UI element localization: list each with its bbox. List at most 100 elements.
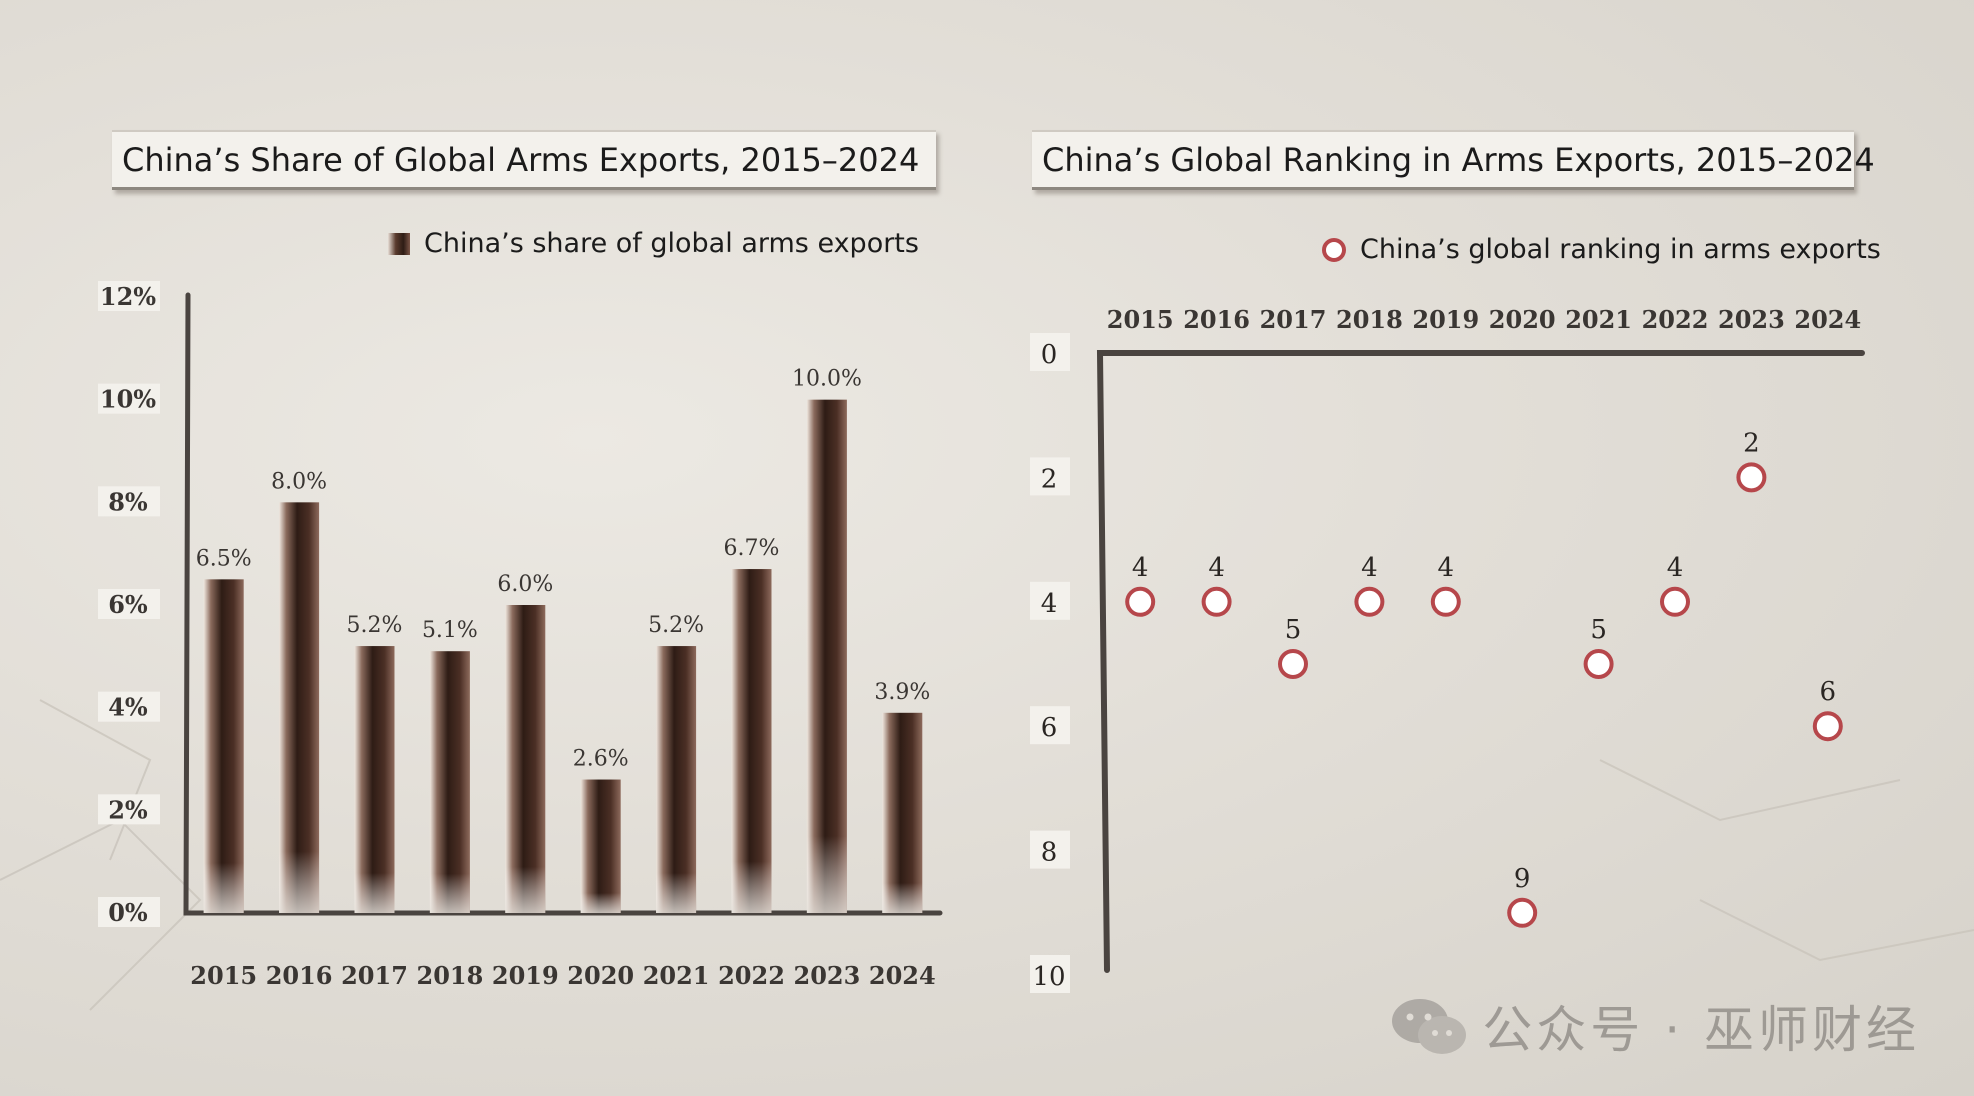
rank-value-label: 4 bbox=[1132, 553, 1149, 583]
rank-y-tick-box bbox=[1030, 457, 1070, 496]
rank-value-label: 4 bbox=[1438, 553, 1455, 583]
rank-y-tick-label: 0 bbox=[1041, 340, 1058, 370]
rank-value-label: 9 bbox=[1514, 864, 1531, 894]
bar-value-label: 6.5% bbox=[196, 546, 252, 571]
y-tick-label: 12% bbox=[100, 282, 156, 311]
rank-y-tick-label: 10 bbox=[1032, 962, 1065, 992]
bar-fade bbox=[505, 605, 546, 913]
rank-x-tick-label: 2019 bbox=[1412, 305, 1479, 334]
x-tick-label: 2019 bbox=[492, 961, 559, 990]
y-tick-label: 2% bbox=[108, 795, 148, 824]
x-tick-label: 2022 bbox=[718, 961, 785, 990]
rank-point bbox=[1354, 586, 1385, 617]
bar-fade bbox=[203, 579, 244, 913]
rank-value-label: 2 bbox=[1743, 428, 1760, 458]
rank-value-label: 6 bbox=[1820, 677, 1837, 707]
bar-value-label: 5.2% bbox=[347, 613, 403, 638]
y-tick-label: 4% bbox=[108, 693, 148, 722]
y-tick-box bbox=[98, 897, 160, 927]
x-tick-label: 2021 bbox=[643, 961, 710, 990]
bar-value-label: 8.0% bbox=[271, 469, 327, 494]
bar-value-label: 3.9% bbox=[874, 680, 930, 705]
y-tick-box bbox=[98, 383, 160, 414]
bar-fade bbox=[806, 399, 847, 914]
rank-value-label: 4 bbox=[1361, 553, 1378, 583]
bar-value-label: 6.7% bbox=[724, 536, 780, 561]
wechat-icon bbox=[1392, 999, 1467, 1054]
x-tick-label: 2024 bbox=[869, 961, 936, 990]
right-legend-label: China’s global ranking in arms exports bbox=[1360, 234, 1881, 265]
rank-x-tick-label: 2018 bbox=[1336, 305, 1403, 334]
bar-fade bbox=[731, 569, 772, 913]
left-chart-legend: China’s share of global arms exports bbox=[388, 228, 919, 259]
rank-y-tick-label: 2 bbox=[1041, 464, 1058, 494]
rank-y-tick-label: 4 bbox=[1041, 589, 1058, 619]
rank-point bbox=[1201, 586, 1232, 617]
rank-y-tick-box bbox=[1030, 581, 1070, 620]
rank-point bbox=[1430, 586, 1461, 617]
watermark: 公众号 · 巫师财经 bbox=[1388, 990, 1920, 1062]
rank-x-tick-label: 2023 bbox=[1718, 305, 1785, 334]
bar-value-label: 6.0% bbox=[497, 572, 553, 597]
rank-x-tick-label: 2024 bbox=[1794, 305, 1861, 334]
watermark-text: 公众号 · 巫师财经 bbox=[1482, 1001, 1920, 1059]
rank-x-tick-label: 2017 bbox=[1260, 305, 1327, 334]
left-chart-title: China’s Share of Global Arms Exports, 20… bbox=[122, 140, 920, 179]
bar-chart: 0% 2% 4% 6% 8% 10% 12% 6.5% 2015 8.0% 2016 5.2% 2017… bbox=[98, 281, 943, 990]
left-chart-title-banner: China’s Share of Global Arms Exports, 20… bbox=[112, 130, 936, 190]
bar-value-label: 5.1% bbox=[422, 618, 478, 643]
rank-point bbox=[1125, 586, 1156, 617]
bar-fade bbox=[656, 646, 697, 913]
legend-circle-swatch bbox=[1322, 237, 1346, 262]
rank-x-tick-label: 2015 bbox=[1107, 305, 1174, 334]
right-chart-title-banner: China’s Global Ranking in Arms Exports, … bbox=[1032, 130, 1875, 190]
rank-value-label: 5 bbox=[1590, 615, 1607, 645]
rank-value-label: 4 bbox=[1208, 553, 1225, 583]
bar-fade bbox=[429, 651, 470, 913]
rank-x-tick-label: 2022 bbox=[1642, 305, 1709, 334]
rank-value-label: 5 bbox=[1285, 615, 1302, 645]
right-chart-legend: China’s global ranking in arms exports bbox=[1322, 234, 1881, 265]
y-tick-label: 0% bbox=[108, 898, 148, 927]
rank-axis-line bbox=[1096, 350, 1865, 973]
x-tick-label: 2020 bbox=[567, 961, 634, 990]
y-tick-box bbox=[98, 691, 160, 722]
right-chart-title: China’s Global Ranking in Arms Exports, … bbox=[1042, 140, 1875, 179]
rank-y-tick-box bbox=[1030, 955, 1070, 993]
bar-value-label: 10.0% bbox=[792, 367, 862, 392]
y-tick-box bbox=[98, 589, 160, 619]
x-tick-label: 2023 bbox=[794, 961, 861, 990]
bar-fade bbox=[354, 646, 395, 913]
rank-x-tick-label: 2016 bbox=[1183, 305, 1250, 334]
y-tick-label: 6% bbox=[108, 590, 148, 619]
rank-x-tick-label: 2021 bbox=[1565, 305, 1632, 334]
bar-fade bbox=[882, 712, 923, 913]
rank-y-tick-box bbox=[1030, 333, 1070, 371]
x-tick-label: 2018 bbox=[417, 961, 484, 990]
rank-x-tick-label: 2020 bbox=[1489, 305, 1556, 334]
rank-point bbox=[1660, 586, 1690, 617]
rank-y-tick-box bbox=[1030, 830, 1070, 869]
left-legend-label: China’s share of global arms exports bbox=[424, 228, 919, 259]
rank-y-tick-label: 8 bbox=[1041, 838, 1058, 868]
rank-point bbox=[1278, 649, 1308, 679]
bar-value-label: 5.2% bbox=[648, 613, 704, 638]
y-tick-box bbox=[98, 486, 160, 517]
rank-value-label: 4 bbox=[1667, 553, 1684, 583]
bar-value-label: 2.6% bbox=[573, 747, 629, 772]
rank-point bbox=[1812, 711, 1843, 742]
rank-y-tick-label: 6 bbox=[1041, 713, 1058, 743]
rank-point bbox=[1736, 462, 1767, 493]
bar-fade bbox=[279, 502, 320, 913]
y-tick-box bbox=[98, 281, 160, 311]
y-tick-box bbox=[98, 794, 160, 825]
bar-fade bbox=[580, 779, 621, 913]
rank-point bbox=[1583, 649, 1614, 679]
y-tick-label: 8% bbox=[108, 487, 148, 516]
x-tick-label: 2016 bbox=[266, 961, 333, 990]
legend-bar-swatch bbox=[388, 232, 410, 255]
x-tick-label: 2015 bbox=[190, 961, 257, 990]
y-tick-label: 10% bbox=[100, 385, 156, 414]
rank-point bbox=[1507, 897, 1538, 928]
